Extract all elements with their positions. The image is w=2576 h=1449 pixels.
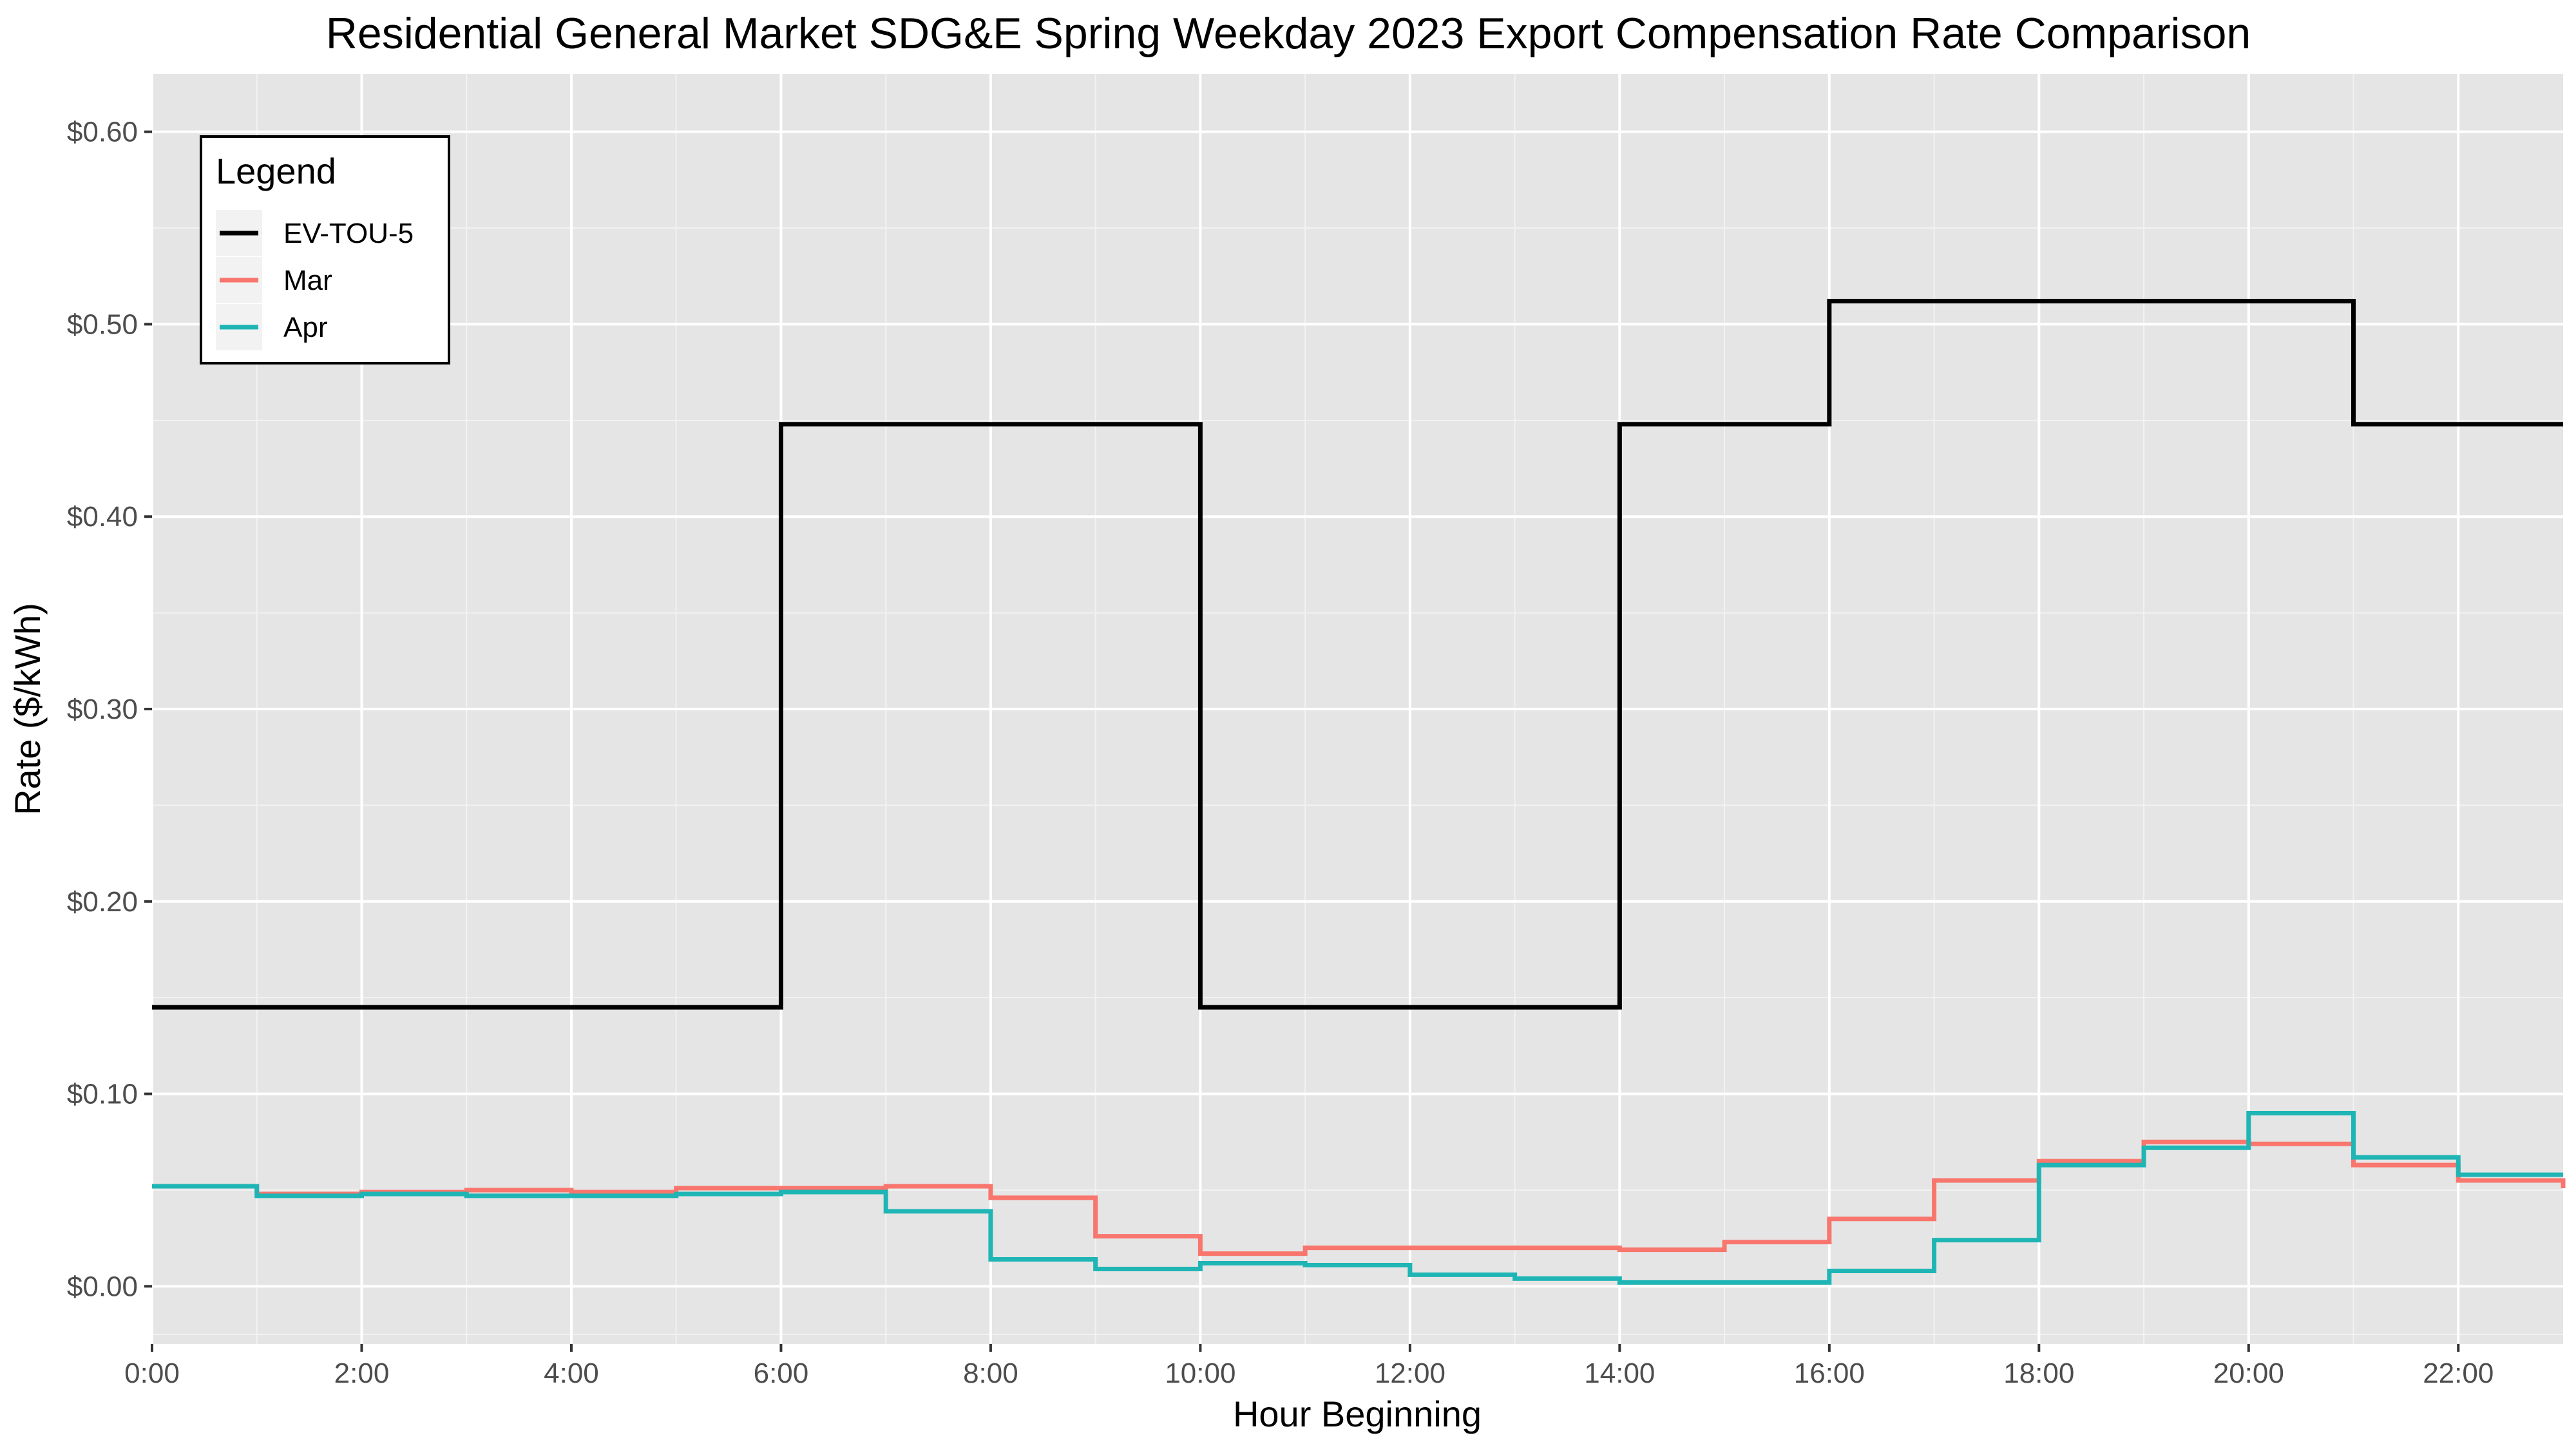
x-tick-label: 22:00: [2423, 1358, 2494, 1389]
x-axis: 0:00 2:00 4:00 6:00 8:00 10:00 12:00 14:00 16:00…: [124, 1344, 2494, 1389]
x-tick-label: 14:00: [1584, 1358, 1655, 1389]
chart-title: Residential General Market SDG&E Spring …: [326, 9, 2251, 58]
series-line-mar: [152, 1139, 2566, 1256]
x-axis-title: Hour Beginning: [1233, 1394, 1482, 1434]
x-tick-label: 2:00: [334, 1358, 390, 1389]
y-axis: $0.00 $0.10 $0.20 $0.30 $0.40 $0.50 $0.60: [67, 117, 152, 1302]
y-axis-title: Rate ($/kWh): [7, 603, 48, 815]
x-tick-label: 16:00: [1794, 1358, 1865, 1389]
x-tick-label: 8:00: [963, 1358, 1018, 1389]
x-tick-label: 20:00: [2213, 1358, 2284, 1389]
x-tick-label: 12:00: [1375, 1358, 1445, 1389]
x-tick-label: 4:00: [544, 1358, 599, 1389]
legend: Legend EV-TOU-5 Mar Apr: [200, 135, 450, 365]
x-tick-label: 0:00: [124, 1358, 180, 1389]
y-tick-label: $0.50: [67, 308, 138, 340]
series-line-apr: [152, 1110, 2563, 1285]
y-tick-label: $0.60: [67, 117, 138, 148]
y-tick-label: $0.20: [67, 886, 138, 918]
legend-title: Legend: [216, 151, 336, 191]
legend-label: EV-TOU-5: [283, 218, 414, 249]
y-tick-label: $0.40: [67, 501, 138, 533]
legend-label: Apr: [283, 312, 327, 343]
x-tick-label: 18:00: [2003, 1358, 2074, 1389]
y-tick-label: $0.10: [67, 1079, 138, 1110]
legend-label: Mar: [283, 265, 332, 296]
y-tick-label: $0.30: [67, 694, 138, 725]
y-tick-label: $0.00: [67, 1271, 138, 1302]
series-layer: [152, 299, 2566, 1285]
x-tick-label: 6:00: [754, 1358, 809, 1389]
series-line-ev-tou-5: [152, 299, 2563, 1010]
x-tick-label: 10:00: [1165, 1358, 1236, 1389]
